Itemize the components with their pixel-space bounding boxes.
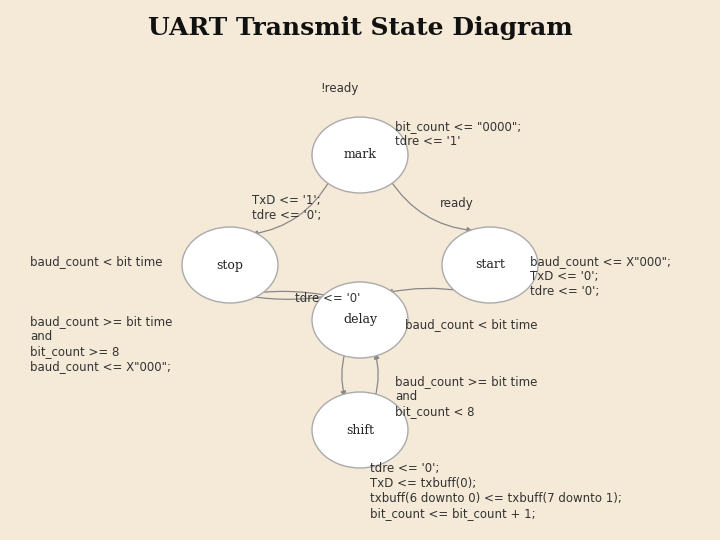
Text: baud_count < bit time: baud_count < bit time (405, 319, 538, 332)
Text: baud_count >= bit time
and
bit_count >= 8
baud_count <= X"000";: baud_count >= bit time and bit_count >= … (30, 315, 172, 373)
Text: baud_count < bit time: baud_count < bit time (30, 255, 163, 268)
Text: stop: stop (217, 259, 243, 272)
Text: baud_count <= X"000";
TxD <= '0';
tdre <= '0';: baud_count <= X"000"; TxD <= '0'; tdre <… (530, 255, 671, 298)
Text: delay: delay (343, 314, 377, 327)
Ellipse shape (312, 117, 408, 193)
Text: shift: shift (346, 423, 374, 436)
Text: ready: ready (440, 197, 474, 210)
Ellipse shape (442, 227, 538, 303)
Text: !ready: !ready (320, 82, 359, 95)
Text: tdre <= '0': tdre <= '0' (295, 292, 361, 305)
Ellipse shape (182, 227, 278, 303)
Text: start: start (475, 259, 505, 272)
Text: mark: mark (343, 148, 377, 161)
Text: UART Transmit State Diagram: UART Transmit State Diagram (148, 16, 572, 40)
Text: TxD <= '1';
tdre <= '0';: TxD <= '1'; tdre <= '0'; (252, 194, 321, 222)
Ellipse shape (312, 392, 408, 468)
Ellipse shape (312, 282, 408, 358)
Text: tdre <= '0';
TxD <= txbuff(0);
txbuff(6 downto 0) <= txbuff(7 downto 1);
bit_cou: tdre <= '0'; TxD <= txbuff(0); txbuff(6 … (370, 462, 622, 520)
Text: bit_count <= "0000";
tdre <= '1': bit_count <= "0000"; tdre <= '1' (395, 120, 521, 148)
Text: baud_count >= bit time
and
bit_count < 8: baud_count >= bit time and bit_count < 8 (395, 375, 537, 418)
